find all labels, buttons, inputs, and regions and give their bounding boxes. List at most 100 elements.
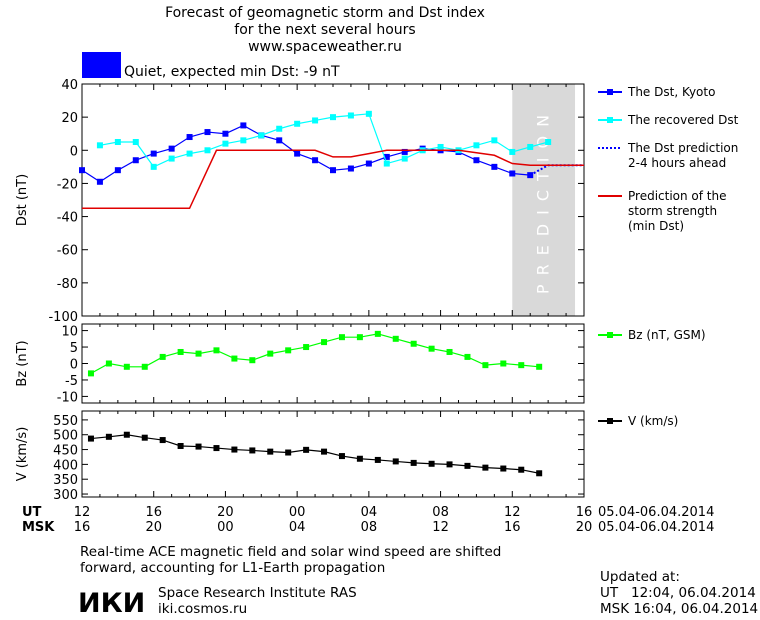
legend-marker	[607, 117, 613, 123]
data-point	[383, 160, 390, 167]
data-point	[267, 350, 274, 357]
legend-label: Prediction of the	[628, 189, 727, 203]
data-point	[87, 370, 94, 377]
data-point	[446, 348, 453, 355]
data-point	[482, 464, 489, 471]
data-point	[401, 155, 408, 162]
data-point	[267, 448, 274, 455]
y-tick-label: 40	[61, 78, 78, 93]
updated-label: Updated at:	[600, 569, 680, 585]
prediction-label: PREDICTION	[534, 106, 553, 294]
data-point	[321, 448, 328, 455]
y-tick-label: 550	[53, 414, 78, 429]
data-point	[87, 435, 94, 442]
data-point	[392, 335, 399, 342]
data-point	[249, 447, 256, 454]
data-point	[141, 363, 148, 370]
series-line	[82, 149, 584, 210]
y-axis-label: V (km/s)	[15, 427, 30, 482]
ut-tick-label: 12	[504, 505, 521, 520]
data-point	[347, 112, 354, 119]
data-point	[410, 459, 417, 466]
data-point	[365, 160, 372, 167]
data-point	[285, 449, 292, 456]
legend-label: (min Dst)	[628, 219, 684, 233]
data-point	[383, 153, 390, 160]
status-text: Quiet, expected min Dst: -9 nT	[124, 64, 340, 80]
data-point	[114, 139, 121, 145]
legend-label: The Dst prediction	[627, 141, 738, 155]
data-point	[249, 357, 256, 364]
data-point	[518, 466, 525, 473]
data-point	[464, 462, 471, 469]
data-point	[428, 460, 435, 467]
y-tick-label: 300	[53, 488, 78, 503]
iki-logo: ИКИ	[78, 588, 145, 619]
data-point	[473, 142, 480, 149]
data-point	[545, 139, 552, 145]
updated-ut: UT 12:04, 06.04.2014	[600, 585, 756, 601]
data-point	[347, 165, 354, 172]
legend-label: storm strength	[628, 204, 717, 218]
data-point	[204, 129, 211, 136]
ut-tick-label: 00	[289, 505, 306, 520]
footer: Real-time ACE magnetic field and solar w…	[78, 544, 758, 619]
data-point	[231, 446, 238, 453]
data-point	[464, 353, 471, 360]
data-point	[186, 134, 193, 141]
y-tick-label: 350	[53, 473, 78, 488]
data-point	[446, 461, 453, 468]
legend-label: The Dst, Kyoto	[627, 85, 715, 99]
data-point	[509, 148, 516, 155]
data-point	[330, 167, 336, 174]
data-point	[231, 355, 238, 362]
data-point	[177, 442, 184, 449]
legend-label: V (km/s)	[628, 414, 678, 428]
series-line	[99, 113, 549, 168]
data-point	[159, 437, 166, 444]
data-point	[330, 114, 336, 121]
y-tick-label: -20	[57, 177, 78, 192]
ut-tick-label: 20	[217, 505, 234, 520]
data-point	[365, 110, 372, 117]
data-point	[303, 446, 310, 453]
data-point	[428, 345, 435, 352]
data-point	[401, 148, 408, 155]
data-point	[186, 150, 193, 157]
data-point	[294, 150, 301, 157]
data-point	[491, 163, 498, 170]
msk-tick-label: 20	[576, 520, 593, 535]
data-point	[500, 360, 507, 367]
ut-tick-label: 16	[576, 505, 593, 520]
msk-tick-label: 12	[432, 520, 449, 535]
data-point	[294, 120, 301, 127]
footer-note-line-2: forward, accounting for L1-Earth propaga…	[80, 560, 385, 576]
data-point	[276, 125, 283, 132]
data-point	[96, 142, 103, 149]
y-tick-label: 10	[61, 325, 78, 340]
msk-tick-label: 16	[74, 520, 91, 535]
data-point	[213, 445, 220, 452]
msk-tick-label: 04	[289, 520, 306, 535]
data-point	[473, 157, 480, 164]
data-point	[159, 353, 166, 360]
y-tick-label: 5	[70, 341, 78, 356]
data-point	[374, 330, 381, 337]
updated-msk: MSK 16:04, 06.04.2014	[600, 601, 758, 617]
data-point	[168, 155, 175, 162]
ut-tick-label: 08	[432, 505, 449, 520]
data-point	[509, 170, 516, 177]
data-point	[213, 347, 220, 354]
legends: The Dst, Kyoto The recovered Dst The Dst p…	[598, 85, 739, 428]
data-point	[518, 362, 525, 369]
y-tick-label: -10	[57, 390, 78, 405]
data-point	[536, 470, 543, 477]
time-axis: UT MSK 05.04-06.04.2014 05.04-06.04.2014…	[22, 505, 714, 535]
y-tick-label: 450	[53, 444, 78, 459]
data-point	[222, 130, 229, 137]
status-color-box	[82, 52, 121, 78]
data-point	[312, 117, 319, 124]
series-line	[90, 333, 540, 374]
data-point	[356, 334, 363, 341]
legend-marker	[607, 89, 613, 95]
